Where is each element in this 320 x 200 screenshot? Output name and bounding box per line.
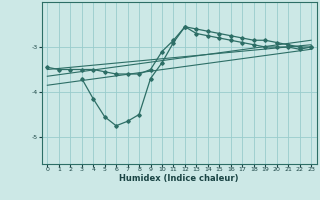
X-axis label: Humidex (Indice chaleur): Humidex (Indice chaleur) xyxy=(119,174,239,183)
